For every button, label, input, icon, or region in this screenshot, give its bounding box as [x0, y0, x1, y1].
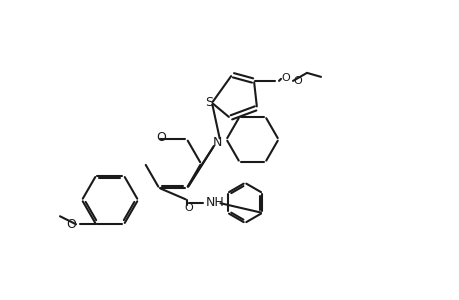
Text: N: N — [212, 136, 221, 149]
Text: O: O — [184, 203, 193, 213]
Text: O: O — [292, 76, 301, 86]
Text: S: S — [205, 96, 213, 110]
Text: O: O — [66, 218, 76, 231]
Text: O: O — [280, 73, 289, 83]
Text: NH: NH — [206, 196, 224, 209]
Text: O: O — [156, 131, 166, 144]
